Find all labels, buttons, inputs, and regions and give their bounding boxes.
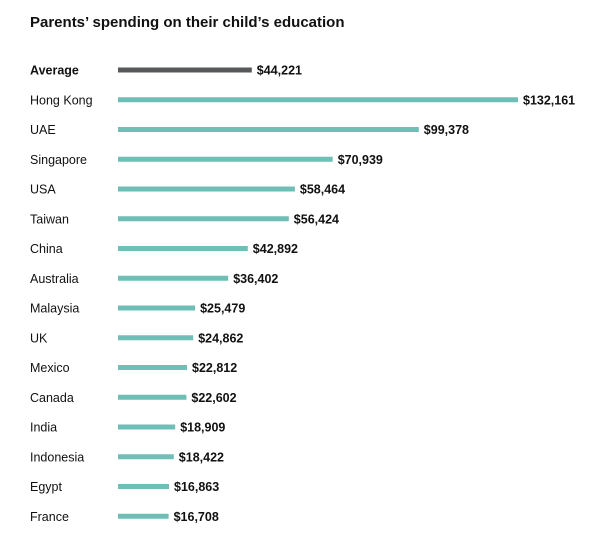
bar-uk xyxy=(118,335,194,341)
value-label-uk: $24,862 xyxy=(198,331,243,345)
value-label-singapore: $70,939 xyxy=(338,153,383,167)
value-label-china: $42,892 xyxy=(253,242,298,256)
value-label-hong-kong: $132,161 xyxy=(523,93,575,107)
value-label-egypt: $16,863 xyxy=(174,480,219,494)
category-label-mexico: Mexico xyxy=(30,361,70,375)
bar-singapore xyxy=(118,156,333,162)
category-label-indonesia: Indonesia xyxy=(30,450,84,464)
category-label-taiwan: Taiwan xyxy=(30,212,69,226)
category-label-hong-kong: Hong Kong xyxy=(30,93,93,107)
category-label-average: Average xyxy=(30,64,79,78)
value-label-taiwan: $56,424 xyxy=(294,212,339,226)
value-label-canada: $22,602 xyxy=(191,391,236,405)
bar-hong-kong xyxy=(118,97,518,103)
chart-title: Parents’ spending on their child’s educa… xyxy=(30,14,345,31)
value-label-india: $18,909 xyxy=(180,421,225,435)
bar-indonesia xyxy=(118,454,174,460)
category-label-australia: Australia xyxy=(30,272,79,286)
category-label-france: France xyxy=(30,510,69,524)
category-label-egypt: Egypt xyxy=(30,480,62,494)
bar-average xyxy=(118,67,252,73)
value-label-uae: $99,378 xyxy=(424,123,469,137)
bar-usa xyxy=(118,186,295,192)
value-label-australia: $36,402 xyxy=(233,272,278,286)
category-label-uk: UK xyxy=(30,331,48,345)
bar-uae xyxy=(118,127,419,132)
category-label-singapore: Singapore xyxy=(30,153,87,167)
category-label-malaysia: Malaysia xyxy=(30,302,79,316)
bar-australia xyxy=(118,275,229,281)
category-label-china: China xyxy=(30,242,63,256)
bar-taiwan xyxy=(118,216,289,222)
bar-malaysia xyxy=(118,305,196,311)
value-label-malaysia: $25,479 xyxy=(200,302,245,316)
value-label-average: $44,221 xyxy=(257,64,302,78)
value-label-indonesia: $18,422 xyxy=(179,450,224,464)
bar-france xyxy=(118,513,169,519)
bar-china xyxy=(118,246,248,251)
bar-mexico xyxy=(118,365,187,370)
category-label-canada: Canada xyxy=(30,391,74,405)
bar-egypt xyxy=(118,484,169,489)
value-label-france: $16,708 xyxy=(174,510,219,524)
category-label-usa: USA xyxy=(30,183,56,197)
category-label-uae: UAE xyxy=(30,123,56,137)
bar-india xyxy=(118,424,176,430)
category-label-india: India xyxy=(30,421,57,435)
value-label-usa: $58,464 xyxy=(300,183,345,197)
bar-canada xyxy=(118,394,187,400)
value-label-mexico: $22,812 xyxy=(192,361,237,375)
